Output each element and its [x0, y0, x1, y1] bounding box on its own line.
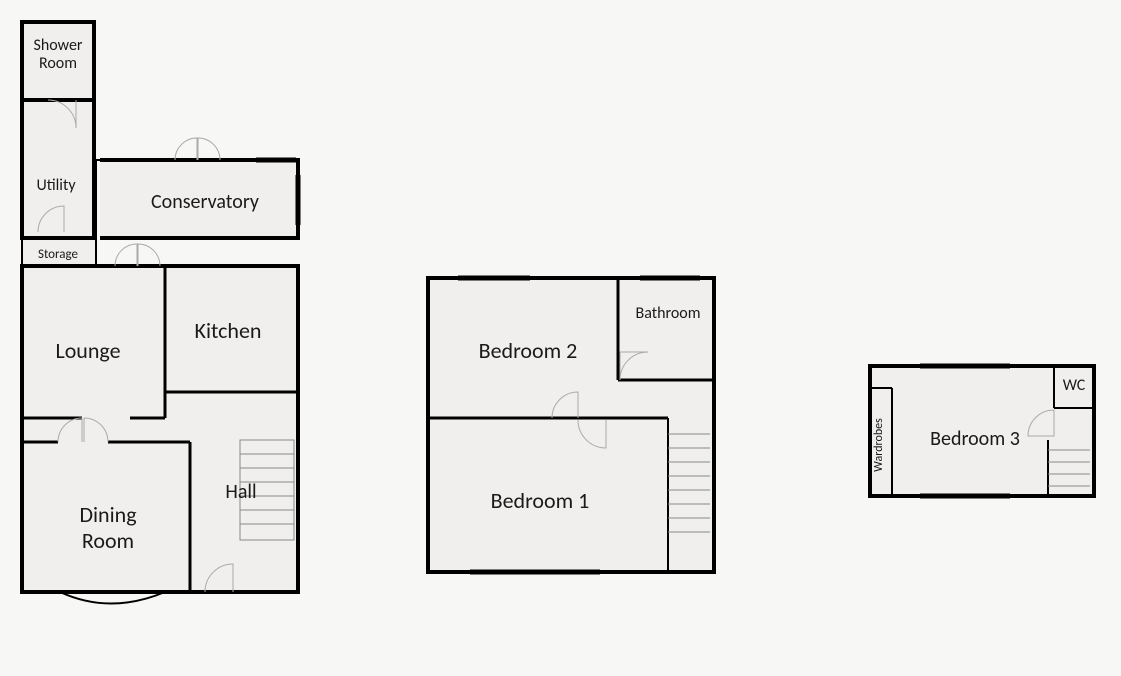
bathroom-label: Bathroom: [636, 304, 701, 323]
bedroom1-label: Bedroom 1: [491, 487, 590, 514]
conservatory-label: Conservatory: [151, 190, 259, 214]
lounge-cons-door-right: [138, 244, 160, 266]
lounge-cons-door-left: [115, 244, 137, 266]
utility-label: Utility: [36, 176, 76, 195]
kitchen-label: Kitchen: [195, 317, 262, 344]
shower-room-label: ShowerRoom: [34, 36, 83, 73]
hall-label: Hall: [225, 480, 256, 504]
main-block-fill: [22, 266, 298, 592]
lounge-label: Lounge: [55, 337, 120, 364]
storage-label: Storage: [38, 247, 78, 262]
dining-room-label: DiningRoom: [79, 501, 136, 554]
bedroom2-label: Bedroom 2: [479, 337, 578, 364]
cons-top-door-left: [175, 138, 197, 160]
wardrobes-label: Wardrobes: [872, 418, 886, 472]
floor-plan-canvas: ShowerRoom Utility Conservatory Storage …: [0, 0, 1121, 676]
wc-label: WC: [1063, 376, 1086, 395]
utility-fill: [22, 100, 94, 238]
cons-top-door-right: [198, 138, 220, 160]
bedroom3-label: Bedroom 3: [930, 427, 1020, 451]
ground-floor-group: [22, 22, 300, 604]
